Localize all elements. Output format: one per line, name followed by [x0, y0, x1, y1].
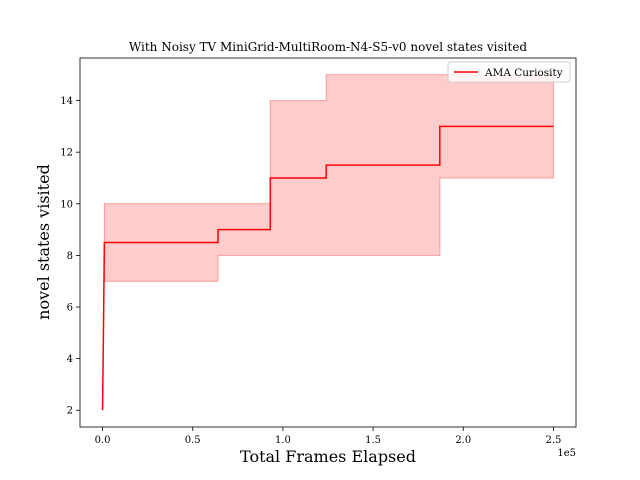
x-axis-label: Total Frames Elapsed	[240, 447, 416, 466]
legend-label: AMA Curiosity	[484, 67, 563, 79]
plot-area	[101, 74, 554, 411]
legend: AMA Curiosity	[447, 61, 571, 83]
axes: 0.0 0.5 1.0 1.5 2.0 2.5 2 4 6 8 10 12 14	[60, 57, 577, 446]
y-tick-label: 2	[67, 406, 73, 417]
axes-frame	[79, 57, 577, 428]
x-tick-label: 2.0	[455, 435, 471, 446]
x-offset-label: 1e5	[557, 448, 576, 459]
y-axis-label: novel states visited	[34, 164, 53, 320]
chart-title: With Noisy TV MiniGrid-MultiRoom-N4-S5-v…	[129, 40, 528, 54]
x-tick-label: 2.5	[546, 435, 562, 446]
y-tick-label: 8	[67, 251, 73, 262]
x-tick-label: 0.0	[95, 435, 111, 446]
y-tick-label: 14	[60, 96, 73, 107]
y-tick-label: 10	[60, 199, 73, 210]
y-tick-label: 4	[67, 354, 73, 365]
legend-frame	[447, 61, 571, 83]
x-tick-label: 1.5	[365, 435, 381, 446]
x-tick-label: 1.0	[275, 435, 291, 446]
x-tick-label: 0.5	[185, 435, 201, 446]
y-tick-label: 12	[60, 148, 73, 159]
y-tick-label: 6	[67, 303, 73, 314]
series-line-0	[101, 125, 554, 411]
